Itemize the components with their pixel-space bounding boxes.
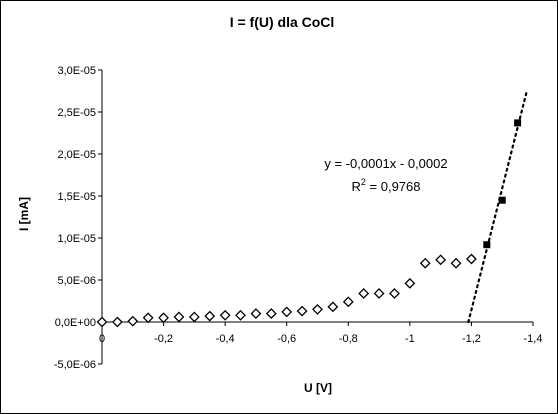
data-point-diamond (312, 303, 323, 315)
y-tick-label: -5,0E-06 (54, 359, 96, 371)
data-point-diamond (204, 310, 216, 322)
data-point-diamond (373, 288, 385, 299)
y-axis-title: I [mA] (17, 197, 31, 231)
x-tick-label: -0,6 (277, 333, 296, 345)
data-point-diamond (466, 253, 477, 265)
data-point-diamond (435, 254, 447, 266)
data-point-diamond (342, 296, 354, 308)
trendline-equation: y = -0,0001x - 0,0002 (324, 156, 447, 171)
data-point-diamond (96, 316, 108, 328)
data-point-diamond (219, 309, 231, 321)
r-squared-label: R2 = 0,9768 (352, 177, 421, 194)
data-point-diamond (281, 306, 293, 318)
trendline (467, 89, 528, 324)
x-tick-label: 0 (99, 333, 105, 345)
y-tick-label: 3,0E-05 (57, 65, 96, 77)
data-point-diamond (235, 309, 246, 321)
x-axis-title: U [V] (304, 381, 332, 395)
y-tick-label: 0,0E+00 (55, 317, 96, 329)
data-point-square (483, 241, 491, 249)
y-tick-label: 1,0E-05 (57, 233, 96, 245)
data-point-square (514, 119, 522, 127)
y-tick-label: 2,5E-05 (57, 107, 96, 119)
y-tick-label: 1,5E-05 (57, 191, 96, 203)
data-point-diamond (250, 308, 262, 320)
x-tick-label: -0,4 (216, 333, 235, 345)
data-point-diamond (296, 305, 308, 317)
r-squared-prefix: R (352, 179, 361, 194)
chart-title: I = f(U) dla CoCl (230, 14, 335, 30)
x-tick-label: -1,2 (462, 333, 481, 345)
r-squared-suffix: = 0,9768 (366, 179, 421, 194)
y-tick-label: 2,0E-05 (57, 149, 96, 161)
data-point-diamond (188, 311, 200, 323)
data-point-diamond (111, 316, 123, 328)
data-point-diamond (173, 311, 185, 323)
data-point-diamond (142, 312, 154, 324)
data-point-square (498, 196, 506, 204)
y-tick-label: 5,0E-06 (57, 275, 96, 287)
data-point-diamond (404, 277, 416, 289)
plot-area: -5,0E-06 0,0E+00 5,0E-06 1,0E-05 1,5E-05 2,0E… (54, 65, 543, 371)
data-point-diamond (419, 257, 431, 269)
data-point-diamond (358, 288, 370, 299)
x-tick-label: -1,4 (524, 333, 543, 345)
data-point-diamond (327, 301, 339, 313)
x-tick-label: -1 (405, 333, 415, 345)
data-point-diamond (265, 308, 277, 320)
data-point-diamond (127, 315, 139, 327)
data-point-diamond (158, 312, 169, 324)
r-squared-exponent: 2 (361, 177, 366, 187)
x-tick-label: -0,8 (339, 333, 358, 345)
data-point-diamond (450, 257, 462, 269)
x-tick-label: -0,2 (154, 333, 173, 345)
data-point-diamond (389, 288, 400, 299)
